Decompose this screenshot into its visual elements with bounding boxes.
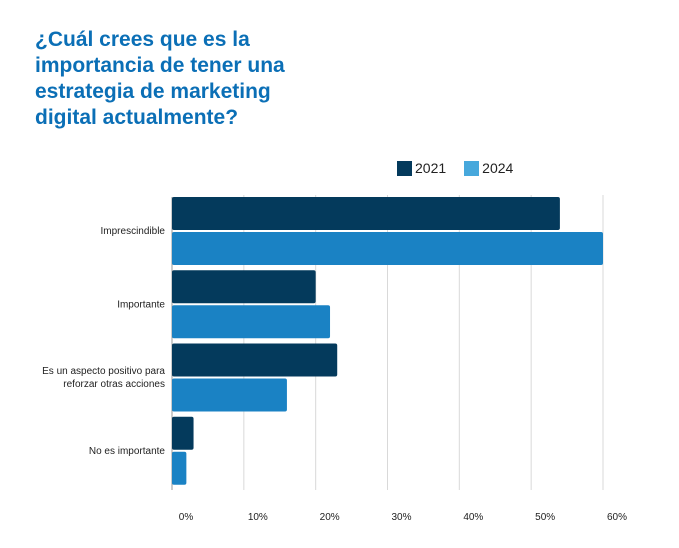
legend: 2021 2024 xyxy=(397,160,513,176)
bar-2024 xyxy=(172,378,287,412)
x-tick-label: 10% xyxy=(248,512,268,523)
category-label: reforzar otras acciones xyxy=(63,379,165,390)
bar-2024 xyxy=(172,451,187,485)
legend-item-2024: 2024 xyxy=(464,160,513,176)
category-label: Imprescindible xyxy=(101,226,166,237)
category-label: Es un aspecto positivo para xyxy=(42,366,165,377)
bar-2021 xyxy=(172,343,338,377)
legend-label-2024: 2024 xyxy=(482,160,514,176)
chart-title: ¿Cuál crees que es la importancia de ten… xyxy=(35,28,285,129)
legend-item-2021: 2021 xyxy=(397,160,446,176)
x-tick-label: 20% xyxy=(320,512,340,523)
bar-2021 xyxy=(172,270,316,304)
bar-2021 xyxy=(172,416,194,450)
category-label: Importante xyxy=(117,299,165,310)
legend-label-2021: 2021 xyxy=(415,160,447,176)
x-tick-label: 50% xyxy=(535,512,555,523)
legend-swatch-2021 xyxy=(397,160,412,176)
x-tick-label: 0% xyxy=(179,512,194,523)
bar-2021 xyxy=(172,197,560,230)
legend-swatch-2024 xyxy=(464,160,480,176)
x-tick-label: 30% xyxy=(391,512,411,523)
x-tick-label: 60% xyxy=(607,512,627,523)
bar-2024 xyxy=(172,232,603,265)
bar-2024 xyxy=(172,305,331,339)
category-label: No es importante xyxy=(89,446,166,457)
x-tick-label: 40% xyxy=(463,512,483,523)
